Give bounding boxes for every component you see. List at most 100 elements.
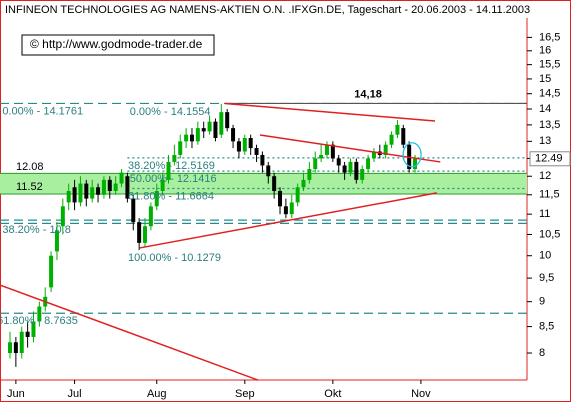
candle-body <box>19 331 24 354</box>
candle-body <box>289 202 294 215</box>
candle-body <box>278 191 283 207</box>
candle-body <box>360 169 365 180</box>
candle-body <box>113 183 118 192</box>
fib-label: 61.80% - 8.7635 <box>0 315 78 327</box>
candle-body <box>54 230 59 252</box>
candle-body <box>225 112 230 129</box>
candle-body <box>60 206 65 227</box>
candle-body <box>8 342 12 354</box>
candle-body <box>272 176 277 192</box>
candle-body <box>395 124 400 135</box>
candle-body <box>148 206 153 227</box>
title-box <box>1 1 533 18</box>
x-tick-label: Okt <box>324 388 341 400</box>
candle-body <box>178 141 183 155</box>
last-price: 12.49 <box>535 153 563 165</box>
y-tick-label: 12 <box>539 170 551 182</box>
candle-body <box>101 179 106 195</box>
candle-body <box>31 321 36 337</box>
candle-body <box>254 148 259 155</box>
candle-body <box>242 137 247 152</box>
trendline <box>259 134 441 163</box>
candle-body <box>72 187 77 203</box>
zone-label: 11.52 <box>16 181 43 193</box>
candle-body <box>301 179 306 188</box>
trendline <box>224 102 436 122</box>
y-tick-label: 15,5 <box>539 59 560 71</box>
last-price-box <box>529 151 571 167</box>
x-tick-label: Nov <box>411 388 431 400</box>
candle-body <box>166 161 171 180</box>
zone-label: 12.08 <box>16 161 44 173</box>
y-tick-label: 16,5 <box>539 31 560 43</box>
x-tick-label: Aug <box>147 388 167 400</box>
y-tick-label: 13 <box>539 135 551 147</box>
candle-body <box>189 134 194 142</box>
candle-body <box>389 134 394 145</box>
candle-body <box>107 179 112 192</box>
candle-body <box>266 165 271 177</box>
y-tick-label: 15 <box>539 73 551 85</box>
candle-body <box>413 158 418 170</box>
candle-body <box>96 187 101 195</box>
y-tick-label: 16 <box>539 45 551 57</box>
highlight-circle <box>402 142 422 168</box>
candle-body <box>236 141 241 152</box>
y-tick-label: 8,5 <box>539 320 554 332</box>
candle-body <box>295 187 300 203</box>
trendline <box>139 192 437 249</box>
y-tick-label: 11,5 <box>539 189 560 201</box>
fib-label: 38.20% - 10.8 <box>2 224 71 236</box>
peak-label: 14,18 <box>354 88 382 100</box>
y-tick-label: 13,5 <box>539 119 560 131</box>
fib-label: 100.00% - 10.1279 <box>128 252 221 264</box>
candle-body <box>184 134 189 142</box>
candle-body <box>401 128 406 145</box>
y-tick-label: 10 <box>539 250 551 262</box>
candle-body <box>342 165 347 173</box>
candle-body <box>324 144 329 155</box>
candle-body <box>13 342 18 354</box>
candle-body <box>313 158 318 170</box>
candle-body <box>354 161 359 180</box>
candle-body <box>143 226 148 243</box>
x-tick-label: Jul <box>68 388 82 400</box>
candle-body <box>213 121 218 138</box>
candle-body <box>348 161 353 173</box>
candle-body <box>231 128 236 142</box>
fib-label: 38.20% - 12.5169 <box>128 160 215 172</box>
candle-body <box>319 154 324 159</box>
candle-body <box>78 183 83 203</box>
candle-body <box>219 112 224 135</box>
candle-body <box>336 158 341 166</box>
candle-body <box>371 151 376 159</box>
candle-body <box>66 191 71 203</box>
fib-label: 50.00% - 12.1416 <box>130 173 217 185</box>
candle-body <box>125 176 130 199</box>
candle-body <box>154 191 159 207</box>
trendline <box>0 284 258 381</box>
y-tick-label: 14,5 <box>539 88 560 100</box>
y-tick-label: 8 <box>539 347 545 359</box>
candle-body <box>160 179 165 192</box>
x-tick-label: Sep <box>235 388 255 400</box>
candle-body <box>131 198 136 223</box>
candle-body <box>195 128 200 142</box>
y-tick-label: 10,5 <box>539 228 560 240</box>
candle-body <box>260 154 265 166</box>
candle-body <box>207 121 212 132</box>
candle-body <box>201 128 206 132</box>
candle-body <box>84 183 89 199</box>
watermark-box <box>21 34 215 56</box>
y-tick-label: 9,5 <box>539 272 554 284</box>
candle-body <box>366 158 371 170</box>
y-tick-label: 14 <box>539 103 551 115</box>
fib-label: 61.80% - 11.6664 <box>128 190 214 202</box>
candle-body <box>383 144 388 155</box>
zone <box>0 173 527 195</box>
candle-body <box>330 144 335 159</box>
candle-body <box>90 187 95 199</box>
candle-body <box>37 306 42 322</box>
